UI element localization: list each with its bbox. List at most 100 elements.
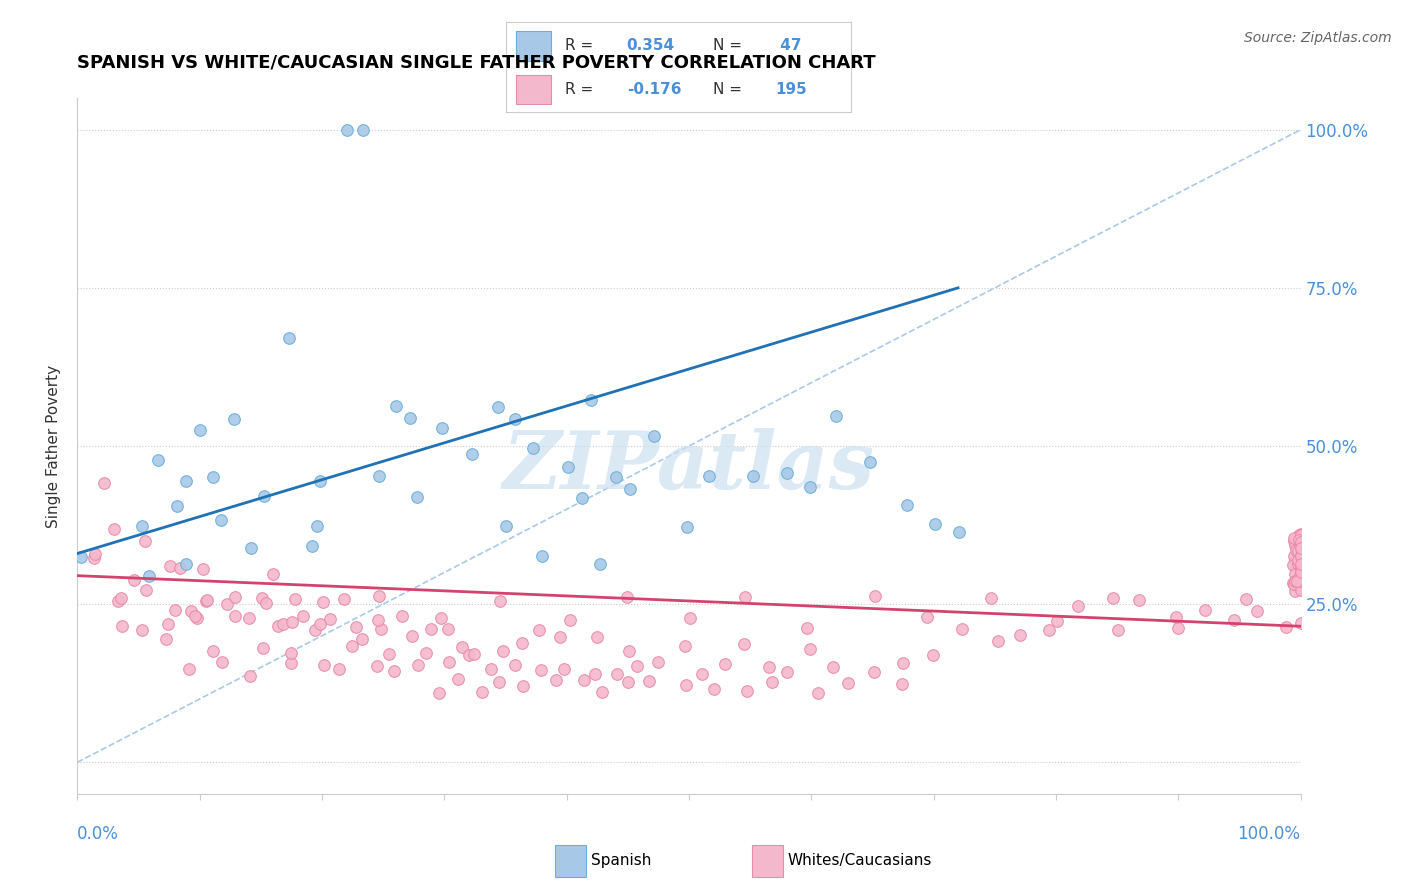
Point <box>368 589 391 603</box>
Point <box>1289 564 1312 578</box>
Point <box>1289 566 1312 580</box>
Point <box>799 641 821 656</box>
Point <box>165 603 187 617</box>
Point <box>1282 577 1305 591</box>
Point <box>1282 549 1305 564</box>
Text: 0.0%: 0.0% <box>77 825 120 843</box>
Point <box>156 616 179 631</box>
Point <box>367 613 389 627</box>
Point <box>1289 562 1312 576</box>
Point <box>224 608 246 623</box>
Point <box>915 610 938 624</box>
Point <box>191 562 214 576</box>
Point <box>1284 574 1306 588</box>
Point <box>948 525 970 540</box>
Point <box>1289 615 1312 630</box>
Point <box>262 567 284 582</box>
Point <box>1289 544 1312 558</box>
Point <box>1289 571 1312 585</box>
Point <box>1288 540 1310 554</box>
Point <box>616 590 638 604</box>
Point <box>1288 531 1310 545</box>
Point <box>583 667 606 681</box>
Point <box>202 469 225 483</box>
Point <box>924 517 946 532</box>
Point <box>697 468 720 483</box>
Text: SPANISH VS WHITE/CAUCASIAN SINGLE FATHER POVERTY CORRELATION CHART: SPANISH VS WHITE/CAUCASIAN SINGLE FATHER… <box>77 54 876 71</box>
Point <box>546 673 568 687</box>
Point <box>1288 533 1310 548</box>
Point <box>308 474 330 488</box>
Point <box>703 682 725 697</box>
Point <box>823 660 845 674</box>
Point <box>891 656 914 670</box>
Point <box>922 648 945 663</box>
Point <box>1038 623 1060 637</box>
Point <box>451 640 474 654</box>
Point <box>512 679 534 693</box>
Point <box>1289 534 1312 549</box>
Point <box>862 665 884 679</box>
Point <box>1289 558 1312 573</box>
Point <box>420 622 443 636</box>
Point <box>1010 628 1032 642</box>
Point <box>863 589 886 603</box>
Point <box>1289 574 1312 588</box>
Point <box>1234 592 1257 607</box>
Point <box>122 573 145 587</box>
Point <box>1289 565 1312 579</box>
Point <box>277 331 299 345</box>
Point <box>1285 574 1308 588</box>
Point <box>1285 558 1308 573</box>
Point <box>180 604 202 618</box>
Point <box>796 621 818 635</box>
Text: N =: N = <box>713 38 747 53</box>
Point <box>301 539 323 553</box>
Point <box>714 657 737 672</box>
Point <box>548 630 571 644</box>
Point <box>579 392 602 407</box>
Point <box>427 686 450 700</box>
Point <box>1289 532 1312 546</box>
Point <box>950 622 973 636</box>
Point <box>239 541 262 555</box>
Point <box>1288 541 1310 556</box>
Point <box>1289 567 1312 582</box>
Point <box>186 610 208 624</box>
Point <box>1284 583 1306 598</box>
Point <box>252 641 274 656</box>
Point <box>471 684 494 698</box>
Point <box>1045 614 1067 628</box>
Point <box>891 677 914 691</box>
Point <box>271 617 294 632</box>
Point <box>176 557 198 571</box>
Point <box>1289 560 1312 574</box>
Point <box>1289 541 1312 556</box>
Point <box>406 657 429 672</box>
Point <box>352 122 374 136</box>
Point <box>980 591 1002 605</box>
Point <box>1289 549 1312 564</box>
Point <box>1223 613 1246 627</box>
Text: Spanish: Spanish <box>591 854 651 868</box>
Point <box>530 663 553 677</box>
Point <box>224 591 246 605</box>
Point <box>1194 602 1216 616</box>
Point <box>488 675 510 690</box>
Point <box>148 452 170 467</box>
Point <box>93 476 115 491</box>
Point <box>224 412 246 426</box>
Point <box>1288 571 1310 585</box>
Point <box>1289 541 1312 556</box>
Point <box>103 522 125 536</box>
Point <box>1285 543 1308 558</box>
Point <box>1289 530 1312 544</box>
Text: 195: 195 <box>775 82 807 96</box>
Point <box>201 643 224 657</box>
Point <box>807 686 830 700</box>
Point <box>531 549 554 563</box>
Point <box>1289 565 1312 579</box>
Point <box>1289 541 1312 555</box>
Point <box>415 646 437 660</box>
Point <box>385 400 408 414</box>
